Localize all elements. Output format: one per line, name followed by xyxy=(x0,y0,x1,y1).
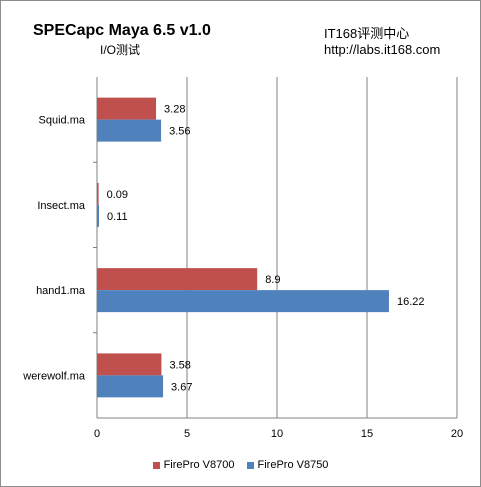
bar xyxy=(97,268,258,291)
legend-swatch-series-2 xyxy=(246,461,254,469)
data-label: 0.09 xyxy=(107,189,128,201)
legend-label-series-1: FirePro V8700 xyxy=(163,459,235,471)
bar xyxy=(97,353,162,376)
legend-swatch-series-1 xyxy=(152,461,160,469)
bar xyxy=(97,119,162,142)
bar xyxy=(97,182,99,205)
chart-title: SPECapc Maya 6.5 v1.0 xyxy=(33,22,211,39)
chart-subtitle: I/O测试 xyxy=(100,43,141,57)
legend-label-series-2: FirePro V8750 xyxy=(257,459,329,471)
x-tick-label: 10 xyxy=(271,428,283,440)
data-label: 3.28 xyxy=(164,104,185,116)
bar xyxy=(97,97,157,120)
data-label: 3.67 xyxy=(171,381,192,393)
legend-item-series-2: FirePro V8750 xyxy=(246,459,329,471)
legend-item-series-1: FirePro V8700 xyxy=(152,459,235,471)
data-label: 3.58 xyxy=(169,359,190,371)
x-tick-label: 20 xyxy=(451,428,463,440)
data-label: 8.9 xyxy=(265,274,280,286)
data-label: 0.11 xyxy=(107,211,128,223)
x-tick-label: 15 xyxy=(361,428,373,440)
category-label: Squid.ma xyxy=(39,115,86,127)
brand-url: http://labs.it168.com xyxy=(324,42,441,57)
x-tick-label: 0 xyxy=(94,428,100,440)
category-label: hand1.ma xyxy=(36,285,86,297)
category-label: Insect.ma xyxy=(37,200,86,212)
bar xyxy=(97,375,164,398)
category-label: werewolf.ma xyxy=(22,370,86,382)
bar xyxy=(97,290,389,313)
legend: FirePro V8700 FirePro V8750 xyxy=(0,459,481,471)
data-label: 3.56 xyxy=(169,126,190,138)
data-label: 16.22 xyxy=(397,296,425,308)
brand-label: IT168评测中心 xyxy=(324,26,410,41)
x-tick-label: 5 xyxy=(184,428,190,440)
bar xyxy=(97,204,99,227)
